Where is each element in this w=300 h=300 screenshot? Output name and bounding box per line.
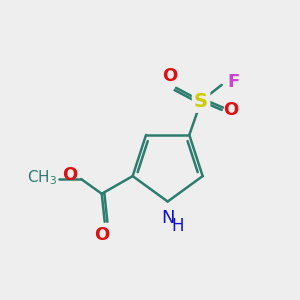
Text: S: S [194, 92, 208, 111]
Text: O: O [223, 101, 238, 119]
Text: O: O [162, 67, 177, 85]
Text: O: O [62, 166, 78, 184]
Text: CH$_3$: CH$_3$ [27, 168, 58, 187]
Text: O: O [94, 226, 110, 244]
Text: F: F [228, 73, 240, 91]
Text: N: N [161, 209, 174, 227]
Text: H: H [172, 217, 184, 235]
